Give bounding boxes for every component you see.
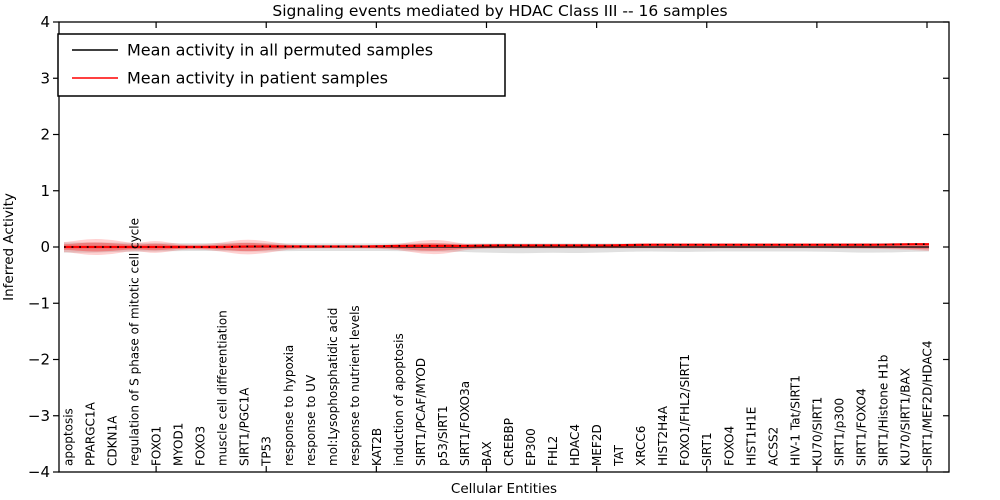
x-category-label: SIRT1/PGC1A: [238, 387, 252, 466]
y-tick-label: 1: [40, 182, 50, 200]
x-category-label: induction of apoptosis: [392, 333, 406, 466]
x-category-label: FOXO4: [722, 426, 736, 466]
series-line-2: [64, 243, 929, 248]
mean-lines: [64, 243, 929, 249]
x-category-label: MEF2D: [590, 424, 604, 466]
x-category-label: mol:Lysophosphatidic acid: [326, 308, 340, 466]
y-tick-label: −3: [28, 407, 50, 425]
x-category-label: CREBBP: [502, 418, 516, 466]
x-category-label: HIST1H1E: [744, 407, 758, 466]
x-category-label: HIST2H4A: [656, 405, 670, 466]
x-category-label: SIRT1/Histone H1b: [876, 355, 890, 466]
x-category-label: muscle cell differentiation: [216, 310, 230, 466]
x-category-label: p53/SIRT1: [436, 405, 450, 466]
x-category-label: SIRT1/FOXO3a: [458, 381, 472, 466]
x-category-label: TP53: [260, 436, 274, 467]
x-category-label: XRCC6: [634, 426, 648, 466]
x-category-label: response to UV: [304, 374, 318, 466]
y-axis-ticks: 4 3 2 1 0 −1 −2 −3 −4: [28, 13, 949, 481]
x-category-label: SIRT1/MEF2D/HDAC4: [921, 341, 935, 466]
category-labels: apoptosis PPARGC1A CDKN1A regulation of S p…: [62, 218, 935, 467]
x-category-label: HDAC4: [568, 424, 582, 466]
y-tick-label: −2: [28, 351, 50, 369]
y-tick-label: −1: [28, 294, 50, 312]
x-category-label: ACSS2: [766, 427, 780, 466]
x-category-label: HIV-1 Tat/SIRT1: [788, 375, 802, 466]
x-category-label: KU70/SIRT1: [810, 397, 824, 466]
x-category-label: MYOD1: [172, 423, 186, 466]
x-category-label: FHL2: [546, 436, 560, 466]
x-category-label: CDKN1A: [106, 415, 120, 466]
x-axis-title: Cellular Entities: [451, 481, 557, 497]
legend-box: [57, 33, 506, 97]
y-tick-label: 3: [40, 69, 50, 87]
y-tick-label: 0: [40, 238, 50, 256]
x-category-label: EP300: [524, 428, 538, 466]
x-category-label: SIRT1/p300: [832, 398, 846, 466]
x-category-label: response to nutrient levels: [348, 305, 362, 466]
y-axis-title: Inferred Activity: [1, 193, 17, 301]
y-tick-label: 4: [40, 13, 50, 31]
x-category-label: FOXO1/FHL2/SIRT1: [678, 354, 692, 466]
y-tick-label: 2: [40, 126, 50, 144]
x-category-label: KAT2B: [370, 428, 384, 466]
x-category-label: regulation of S phase of mitotic cell cy…: [128, 218, 142, 466]
x-category-label: KU70/SIRT1/BAX: [899, 368, 913, 466]
x-category-label: TAT: [612, 444, 626, 467]
x-category-label: FOXO3: [194, 426, 208, 466]
x-category-label: FOXO1: [150, 426, 164, 466]
y-tick-label: −4: [28, 463, 50, 481]
chart-title: Signaling events mediated by HDAC Class …: [272, 2, 727, 20]
x-axis-ticks: [155, 22, 928, 472]
x-category-label: PPARGC1A: [84, 401, 98, 466]
legend-label-0: Mean activity in all permuted samples: [127, 41, 433, 60]
x-category-label: SIRT1/PCAF/MYOD: [414, 358, 428, 466]
legend: Mean activity in all permuted samples Mea…: [57, 33, 506, 97]
x-category-label: response to hypoxia: [282, 345, 296, 466]
x-category-label: SIRT1: [700, 432, 714, 466]
x-category-label: BAX: [480, 441, 494, 466]
legend-label-1: Mean activity in patient samples: [127, 69, 388, 88]
x-category-label: SIRT1/FOXO4: [854, 388, 868, 466]
x-category-label: apoptosis: [62, 408, 76, 466]
